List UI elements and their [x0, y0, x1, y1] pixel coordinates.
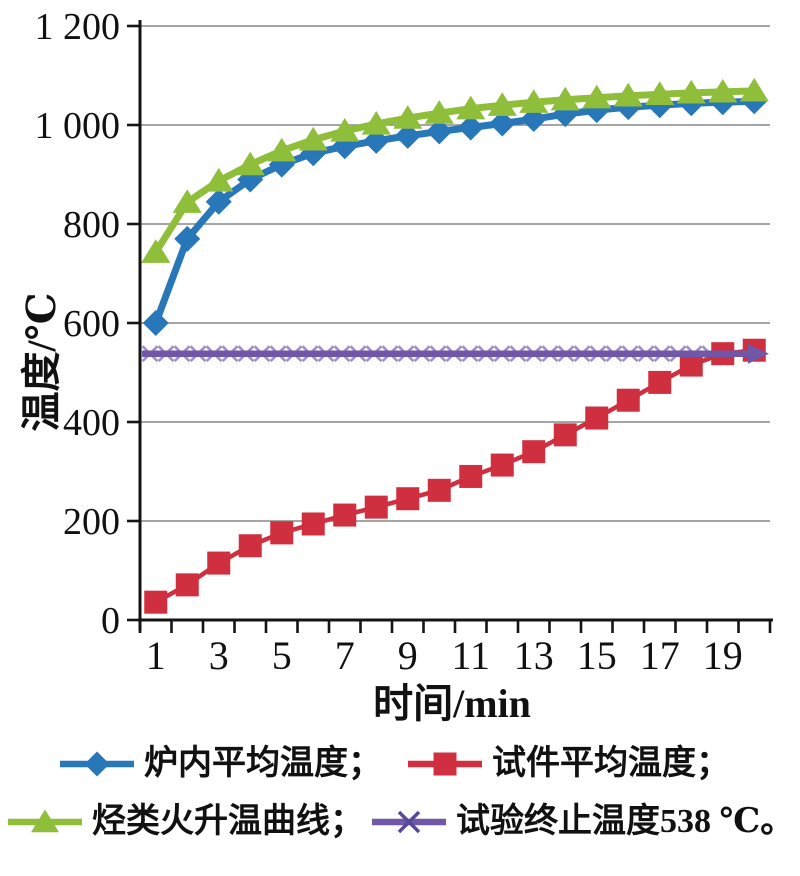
y-tick-label: 0 — [101, 600, 120, 642]
hydrocarbon-marker — [235, 151, 265, 176]
specimen-series — [144, 338, 766, 614]
termination-arrow — [748, 343, 769, 364]
hydrocarbon-marker — [519, 89, 549, 113]
furnace-marker — [426, 118, 453, 145]
furnace-legend-marker — [84, 751, 110, 777]
termination-legend-marker — [397, 810, 421, 834]
hydrocarbon-marker — [393, 105, 423, 129]
hydrocarbon-marker — [487, 92, 517, 116]
x-axis-title: 时间/min — [373, 681, 531, 726]
specimen-legend-swatch — [408, 752, 482, 776]
hydrocarbon-marker — [172, 189, 202, 213]
specimen-marker — [301, 512, 325, 536]
legend-label-termination: 试验终止温度538 ℃。 — [456, 803, 795, 840]
furnace-marker — [489, 110, 516, 137]
x-tick-label: 1 — [146, 633, 166, 678]
hydrocarbon-marker — [550, 86, 580, 111]
specimen-marker — [490, 453, 514, 477]
y-axis-title: 温度/℃ — [19, 292, 64, 432]
hydrocarbon-marker — [582, 84, 612, 109]
furnace-marker — [394, 122, 421, 149]
hydrocarbon-marker — [708, 78, 738, 103]
legend-label-furnace: 炉内平均温度； — [144, 745, 382, 782]
x-tick-label: 19 — [703, 633, 743, 678]
specimen-marker — [333, 503, 357, 527]
hydrocarbon-marker — [141, 239, 171, 263]
specimen-marker — [616, 388, 640, 412]
furnace-marker — [205, 188, 232, 215]
y-tick-label: 600 — [63, 303, 120, 345]
specimen-marker — [459, 464, 483, 488]
x-tick-label: 5 — [272, 633, 292, 678]
furnace-series — [142, 88, 768, 336]
furnace-marker — [174, 225, 201, 252]
x-tick-label: 17 — [640, 633, 680, 678]
hydrocarbon-marker — [424, 100, 454, 124]
specimen-marker — [270, 521, 294, 545]
x-tick-label: 7 — [335, 633, 355, 678]
y-tick-label: 200 — [63, 501, 120, 543]
hydrocarbon-marker — [613, 82, 643, 107]
termination-legend-swatch — [372, 810, 446, 834]
specimen-marker — [144, 590, 168, 614]
specimen-marker — [238, 534, 262, 558]
legend-row-2: 烃类火升温曲线； 试验终止温度538 ℃。 — [0, 796, 800, 848]
hydrocarbon-marker — [361, 111, 391, 135]
furnace-marker — [457, 114, 484, 141]
hydrocarbon-marker — [739, 77, 769, 102]
hydrocarbon-marker — [204, 167, 234, 192]
legend-item-termination: 试验终止温度538 ℃。 — [370, 800, 794, 844]
x-tick-label: 15 — [577, 633, 617, 678]
legend-item-furnace: 炉内平均温度； — [58, 742, 382, 786]
hydrocarbon-marker — [456, 95, 486, 120]
x-tick-label: 9 — [398, 633, 418, 678]
hydrocarbon-legend-marker — [31, 809, 59, 833]
hydrocarbon-marker — [267, 137, 297, 162]
y-tick-label: 1 000 — [35, 105, 121, 147]
specimen-marker — [396, 487, 420, 511]
specimen-marker — [175, 573, 199, 597]
specimen-marker — [648, 370, 672, 394]
hydrocarbon-marker — [330, 117, 360, 142]
hydrocarbon-marker — [298, 126, 328, 151]
specimen-marker — [427, 478, 451, 502]
specimen-marker — [522, 440, 546, 464]
specimen-marker — [679, 353, 703, 377]
y-tick-label: 1 200 — [35, 6, 121, 48]
legend-item-specimen: 试件平均温度； — [406, 742, 730, 786]
legend-label-specimen: 试件平均温度； — [492, 745, 730, 782]
hydrocarbon-legend-swatch — [8, 809, 82, 833]
legend-row-1: 炉内平均温度； 试件平均温度； — [0, 738, 800, 790]
hydrocarbon-series — [141, 77, 769, 263]
furnace-line — [152, 97, 755, 325]
legend-label-hydrocarbon: 烃类火升温曲线； — [92, 803, 364, 840]
specimen-marker — [585, 406, 609, 430]
furnace-marker — [142, 310, 169, 336]
x-tick-label: 11 — [451, 633, 490, 678]
y-tick-label: 400 — [63, 402, 120, 444]
hydrocarbon-marker — [645, 81, 675, 105]
y-tick-label: 800 — [63, 204, 120, 246]
x-tick-label: 3 — [209, 633, 229, 678]
hydrocarbon-marker — [676, 79, 706, 104]
specimen-marker — [207, 551, 231, 575]
legend-item-hydrocarbon: 烃类火升温曲线； — [6, 800, 364, 844]
furnace-legend-swatch — [60, 751, 134, 777]
specimen-marker — [364, 495, 388, 519]
chart-legend: 炉内平均温度； 试件平均温度； 烃类火升温曲线； 试验终止温度538 ℃。 — [0, 738, 800, 848]
x-tick-label: 13 — [514, 633, 554, 678]
termination-series — [142, 343, 769, 364]
specimen-legend-marker — [433, 752, 457, 776]
specimen-marker — [553, 423, 577, 447]
